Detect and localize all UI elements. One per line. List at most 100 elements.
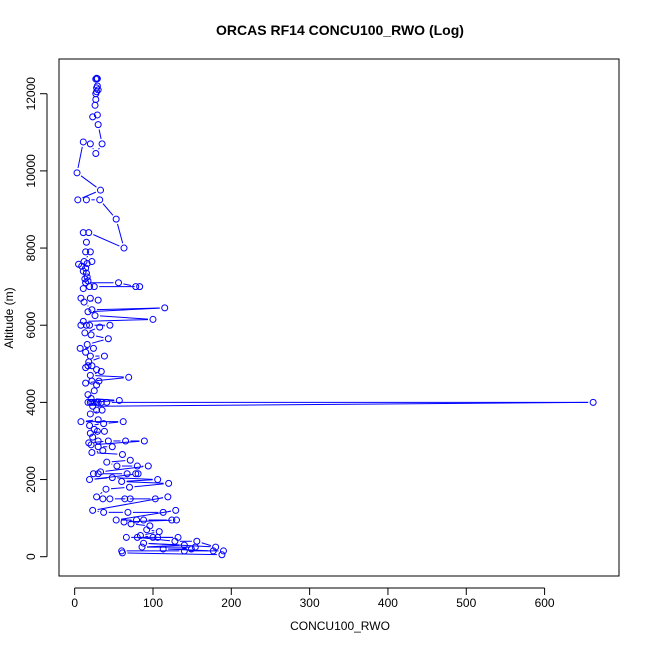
series-segment [111, 460, 126, 463]
series-segment [94, 477, 108, 480]
series-segment [145, 532, 155, 535]
data-point [74, 196, 82, 204]
series-segment [94, 372, 97, 375]
data-point [118, 549, 126, 557]
data-point [136, 283, 144, 291]
data-point [149, 315, 157, 323]
data-point [80, 298, 88, 306]
data-point [82, 196, 90, 204]
data-point [118, 450, 126, 458]
data-point [92, 150, 100, 158]
data-point [83, 341, 91, 349]
data-point [79, 138, 87, 146]
series-segment [102, 203, 114, 216]
series-segment [135, 523, 145, 526]
data-point [113, 462, 121, 470]
data-point [86, 429, 94, 437]
y-axis-label: Altitude (m) [2, 287, 16, 348]
y-tick-label: 6000 [24, 312, 38, 339]
data-point [91, 101, 99, 109]
series-segment [97, 401, 589, 407]
data-point [86, 476, 94, 484]
x-tick-label: 600 [535, 596, 555, 610]
data-point [84, 308, 92, 316]
data-point [94, 443, 102, 451]
plot-frame [58, 58, 620, 577]
y-tick-label: 8000 [24, 234, 38, 261]
data-point [93, 406, 101, 414]
data-point [77, 321, 85, 329]
data-point [92, 75, 100, 83]
data-point [77, 418, 85, 426]
data-point [149, 533, 157, 541]
series-segment [95, 335, 104, 339]
series-segment [116, 223, 124, 244]
data-point [89, 506, 97, 514]
data-point [125, 483, 133, 491]
data-point [84, 362, 92, 370]
data-point [133, 533, 141, 541]
data-point [140, 437, 148, 445]
series-segment [93, 234, 120, 247]
series-segment [92, 307, 160, 312]
data-point [209, 547, 217, 555]
series-segment [100, 491, 103, 495]
series-segment [128, 519, 172, 523]
data-point [76, 344, 84, 352]
data-point [88, 362, 96, 370]
data-point [92, 96, 100, 104]
data-point [172, 516, 180, 524]
data-point [87, 331, 95, 339]
data-point [94, 398, 102, 406]
data-point [165, 479, 173, 487]
data-point [94, 416, 102, 424]
series-segment [87, 305, 89, 307]
data-point [140, 516, 148, 524]
x-tick-label: 0 [71, 596, 78, 610]
x-tick-label: 200 [221, 596, 241, 610]
data-point [88, 449, 96, 457]
data-point [127, 520, 135, 528]
data-point [191, 543, 199, 551]
data-point [78, 262, 86, 270]
data-point [82, 321, 90, 329]
data-point [88, 377, 96, 385]
data-point [126, 456, 134, 464]
series-segment [98, 147, 100, 150]
data-point [100, 508, 108, 516]
series-segment [88, 319, 149, 322]
series-segment [96, 452, 118, 455]
data-point [100, 352, 108, 360]
y-tick-label: 12000 [24, 77, 38, 111]
data-point [79, 229, 87, 237]
data-point [134, 470, 142, 478]
data-point [85, 229, 93, 237]
data-point [159, 545, 167, 553]
series-segment [127, 552, 217, 556]
data-point [94, 121, 102, 129]
data-point [97, 186, 105, 194]
x-axis-label: CONCU100_RWO [290, 619, 390, 633]
data-point [86, 371, 94, 379]
data-point [112, 215, 120, 223]
data-point [81, 329, 89, 337]
data-point [144, 462, 152, 470]
series-segment [89, 328, 96, 332]
data-point [115, 396, 123, 404]
data-point [151, 495, 159, 503]
data-point [121, 495, 129, 503]
data-point [85, 439, 93, 447]
data-point [89, 113, 97, 121]
data-point [212, 543, 220, 551]
data-point [99, 495, 107, 503]
data-point [94, 437, 102, 445]
series-segment [92, 147, 94, 150]
data-point [174, 533, 182, 541]
data-point [93, 366, 101, 374]
data-point [589, 398, 597, 406]
data-point [83, 259, 91, 267]
data-point [97, 468, 105, 476]
data-point [100, 427, 108, 435]
data-point [86, 283, 94, 291]
data-point [86, 422, 94, 430]
